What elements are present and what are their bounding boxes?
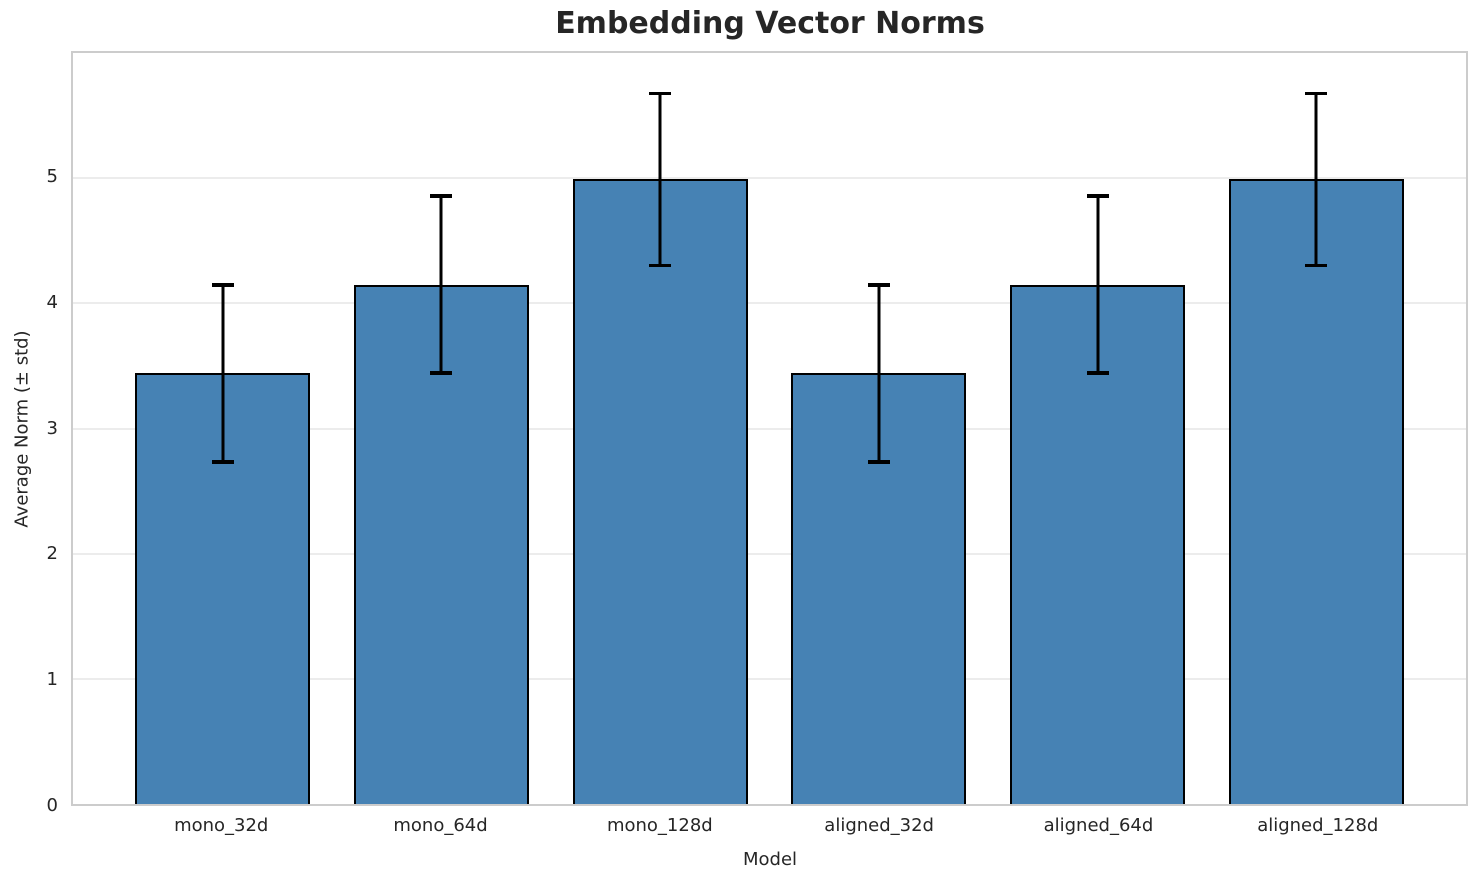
error-line <box>877 283 881 464</box>
gridline <box>73 427 1466 430</box>
error-line <box>658 91 662 268</box>
gridline <box>73 677 1466 680</box>
error-cap-bottom <box>211 460 234 464</box>
error-line <box>1096 194 1100 375</box>
error-cap-bottom <box>1305 263 1328 268</box>
error-cap-top <box>1305 91 1328 96</box>
error-cap-bottom <box>867 460 890 464</box>
bar-aligned_128d <box>1228 179 1404 804</box>
error-cap-top <box>867 283 890 287</box>
error-bar-mono_128d <box>649 91 672 268</box>
error-cap-bottom <box>649 263 672 268</box>
y-tick-label: 5 <box>46 165 58 187</box>
y-tick-label: 4 <box>46 291 58 313</box>
y-tick-label: 0 <box>46 795 58 816</box>
error-cap-top <box>1086 194 1109 198</box>
bar-mono_32d <box>135 373 311 804</box>
x-tick-label-aligned_32d: aligned_32d <box>824 815 934 836</box>
x-axis: mono_32d mono_64d mono_128d aligned_32d alig… <box>71 815 1468 843</box>
x-tick-label-mono_64d: mono_64d <box>393 815 488 836</box>
error-cap-top <box>649 91 672 96</box>
error-cap-top <box>211 283 234 287</box>
error-bar-aligned_32d <box>867 283 890 464</box>
y-axis-label: Average Norm (± std) <box>11 330 33 528</box>
error-cap-top <box>430 194 453 198</box>
x-tick-label-aligned_64d: aligned_64d <box>1043 815 1154 836</box>
gridline <box>73 177 1466 180</box>
y-tick-label: 3 <box>46 417 58 439</box>
x-tick-label-mono_32d: mono_32d <box>174 815 269 836</box>
error-bar-mono_32d <box>211 283 234 464</box>
bar-mono_128d <box>572 179 748 804</box>
x-tick-label-mono_128d: mono_128d <box>606 815 713 836</box>
gridline <box>73 552 1466 555</box>
error-cap-bottom <box>1086 371 1109 375</box>
error-bar-mono_64d <box>430 194 453 375</box>
plot-area <box>71 51 1468 806</box>
y-axis: 0 1 2 3 4 5 <box>0 51 58 814</box>
chart-title: Embedding Vector Norms <box>555 6 985 41</box>
error-bar-aligned_128d <box>1305 91 1328 268</box>
y-tick-label: 2 <box>46 543 58 565</box>
error-bar-aligned_64d <box>1086 194 1109 375</box>
error-line <box>1314 91 1318 268</box>
x-tick-label-aligned_128d: aligned_128d <box>1257 815 1379 836</box>
gridline <box>73 302 1466 305</box>
x-axis-label: Model <box>742 849 798 870</box>
error-line <box>221 283 225 464</box>
y-tick-label: 1 <box>46 669 58 691</box>
error-line <box>439 194 443 375</box>
error-cap-bottom <box>430 371 453 375</box>
